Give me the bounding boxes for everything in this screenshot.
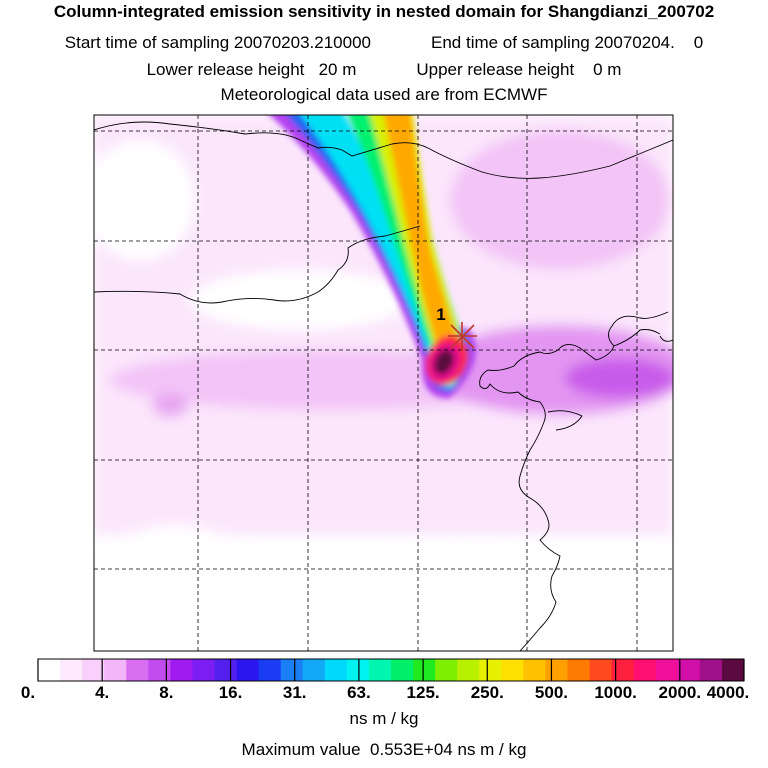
colorbar-swatch [677, 659, 701, 681]
colorbar-tick-label: 2000. [658, 683, 702, 702]
coastlines-and-borders [94, 121, 673, 651]
colorbar-swatch [38, 659, 61, 681]
colorbar-tick-label: 31. [282, 683, 307, 702]
colorbar-swatch [302, 659, 326, 681]
met-data-note: Meteorological data used are from ECMWF [220, 85, 548, 104]
colorbar-swatch [457, 659, 480, 681]
max-value: 0.553E+04 [370, 740, 453, 759]
colorbar-swatch [479, 659, 502, 681]
low-area-nw [94, 140, 195, 260]
plume-contour-250 [383, 115, 460, 378]
end-time: End time of sampling 20070204. 0 [431, 33, 703, 53]
colorbar-swatch [435, 659, 458, 681]
colorbar-unit: ns m / kg [349, 709, 419, 728]
colorbar-swatch [611, 659, 635, 681]
colorbar-swatch [523, 659, 546, 681]
colorbar-swatch [192, 659, 215, 681]
sensitivity-field: 1 [94, 115, 673, 651]
lower-release-value: 20 m [318, 60, 357, 79]
colorbar-swatch [324, 659, 348, 681]
colorbar-tick-label: 4000. [706, 683, 750, 702]
colorbar-swatch [501, 659, 524, 681]
colorbar-tick-label: 125. [406, 683, 440, 702]
colorbar-swatch [699, 659, 723, 681]
colorbar-swatch [633, 659, 657, 681]
colorbar-tick-label: 8. [159, 683, 174, 702]
sampling-times: Start time of sampling 20070203.210000 E… [0, 33, 768, 53]
colorbar-swatch [280, 659, 304, 681]
colorbar-tick-label: 500. [534, 683, 568, 702]
low-area-sw [94, 525, 265, 651]
colorbar-tick-label: 1000. [594, 683, 637, 702]
colorbar-swatch [545, 659, 568, 681]
colorbar-swatch [391, 659, 414, 681]
coastline [479, 311, 669, 651]
spot-west [152, 393, 188, 417]
colorbar-swatch [104, 659, 127, 681]
colorbar-swatch [170, 659, 193, 681]
upper-release: Upper release height 0 m [416, 60, 621, 80]
map-frame [93, 114, 674, 652]
northern-border [94, 121, 673, 179]
plume [269, 115, 476, 399]
lower-release-label: Lower release height [146, 60, 305, 79]
colorbar-swatch [60, 659, 83, 681]
colorbar-swatch [368, 659, 392, 681]
colorbar-frame [37, 658, 745, 682]
colorbar-swatch [413, 659, 436, 681]
colorbar [37, 658, 745, 682]
end-time-label: End time of sampling 20070204. [431, 33, 675, 52]
receptor-marker: 1 [436, 305, 477, 351]
map-title: Column-integrated emission sensitivity i… [53, 2, 715, 21]
colorbar-swatch [567, 659, 591, 681]
colorbar-swatch [589, 659, 613, 681]
colorbar-swatch [721, 659, 745, 681]
colorbar-swatch [258, 659, 282, 681]
colorbar-swatch [655, 659, 679, 681]
colorbar-tick-label: 4. [95, 683, 110, 702]
upper-release-label: Upper release height [416, 60, 575, 79]
colorbar-tick-label: 63. [347, 683, 371, 702]
colorbar-tick-label: 0. [20, 683, 36, 702]
colorbar-swatch [236, 659, 260, 681]
low-area-s [350, 545, 590, 651]
receptor-cross-icon [448, 322, 477, 351]
colorbar-swatch [126, 659, 149, 681]
mid-area-ne [450, 130, 670, 270]
receptor-label: 1 [436, 305, 445, 324]
lower-release: Lower release height 20 m [147, 60, 357, 80]
graticule [94, 115, 673, 651]
plume-contour-4000 [434, 349, 454, 375]
low-area-center [190, 270, 410, 330]
colorbar-swatch [214, 659, 238, 681]
coast-segment-east [659, 335, 673, 342]
colorbar-swatch [346, 659, 370, 681]
maximum-value-note: Maximum value 0.553E+04 ns m / kg [0, 740, 768, 760]
peninsula-edge [613, 329, 661, 347]
colorbar-tick-label: 16. [218, 683, 243, 702]
colorbar-tick-label: 250. [470, 683, 504, 702]
start-time-label: Start time of sampling 20070203.210000 [64, 33, 371, 52]
peninsula-shandong [547, 410, 583, 431]
colorbar-swatch [82, 659, 105, 681]
max-unit: ns m / kg [457, 740, 527, 759]
central-border [94, 225, 421, 304]
end-time-value: 0 [693, 33, 704, 52]
upper-release-value: 0 m [593, 60, 622, 79]
max-label: Maximum value [241, 740, 361, 759]
colorbar-swatch [148, 659, 171, 681]
high-band-east [565, 358, 673, 398]
release-heights: Lower release height 20 m Upper release … [0, 60, 768, 80]
